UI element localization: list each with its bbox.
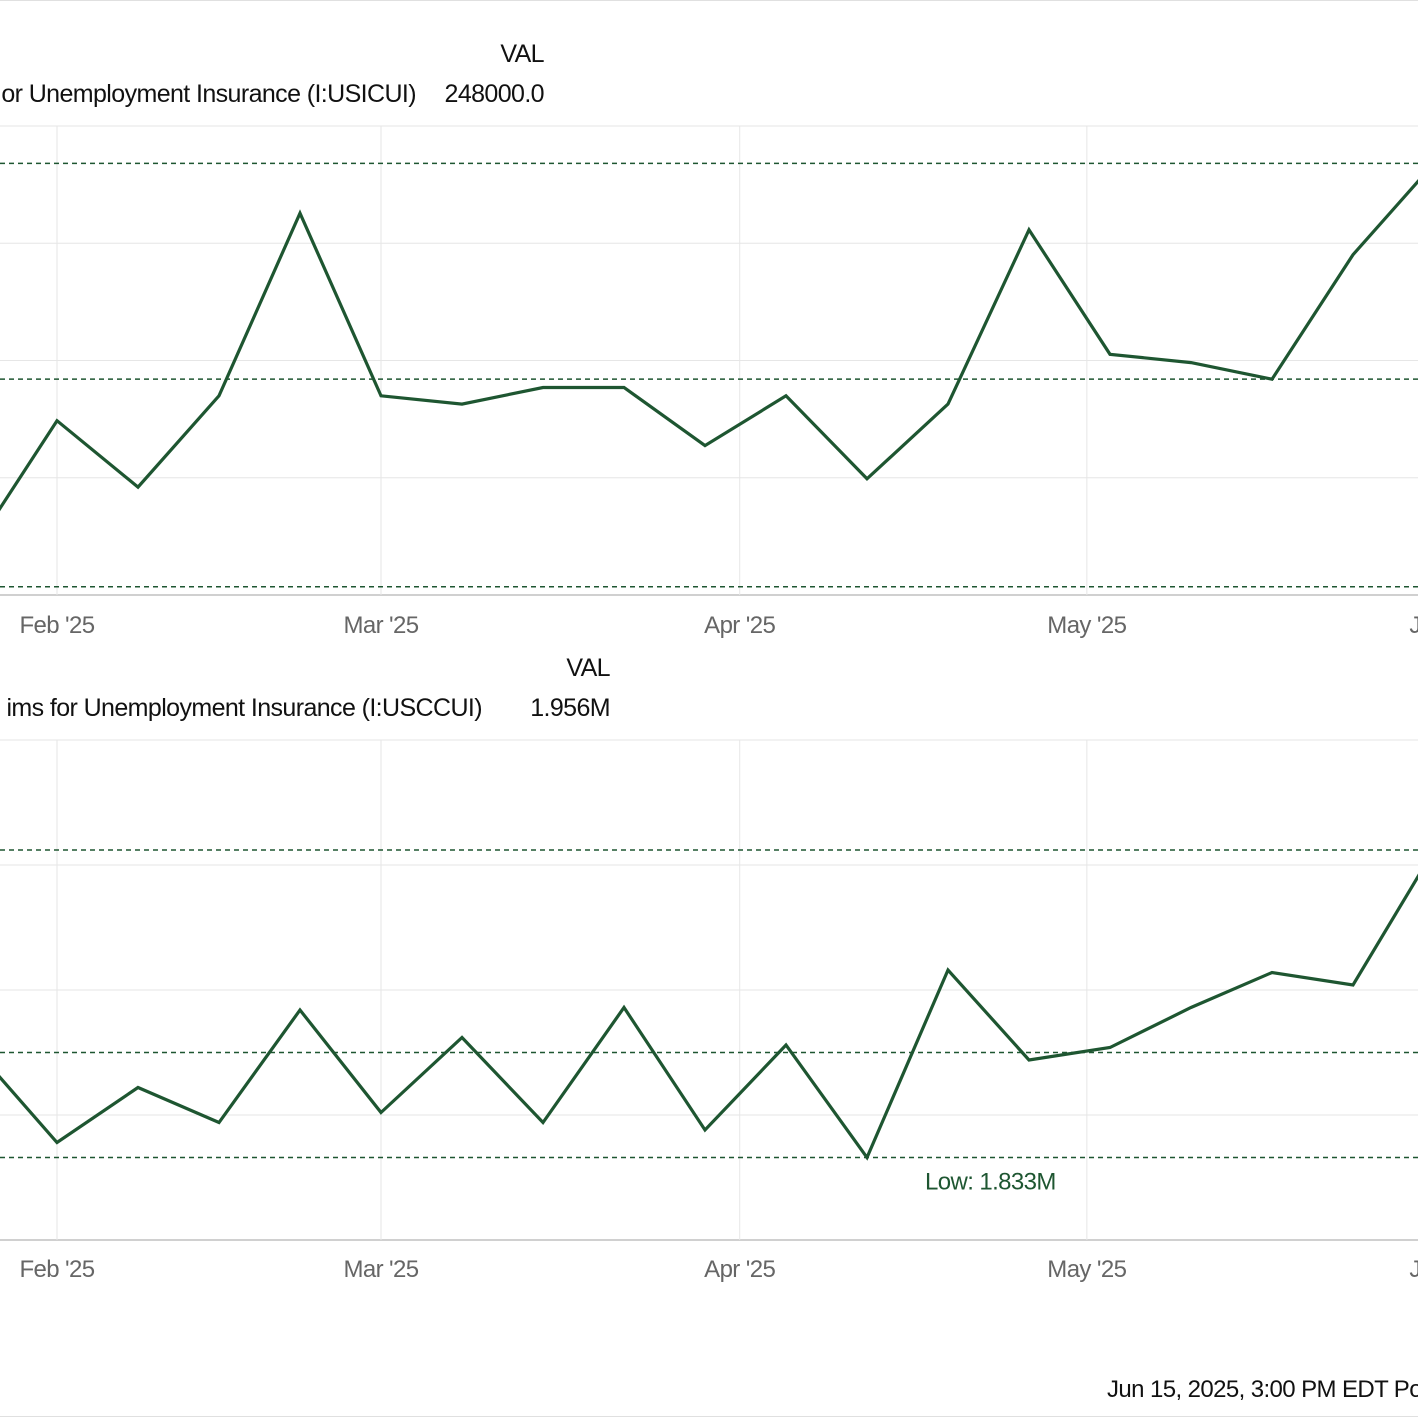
x-tick-label: Feb '25 xyxy=(19,1256,94,1283)
header-column-label: VAL xyxy=(566,654,610,682)
series-value: 248000.0 xyxy=(445,80,544,108)
series-line xyxy=(0,873,1418,1161)
footer-timestamp: Jun 15, 2025, 3:00 PM EDT Pow xyxy=(1107,1376,1418,1403)
x-tick-label: Jun '25 xyxy=(1409,1256,1418,1283)
series-value: 1.956M xyxy=(530,694,610,722)
x-tick-label: Apr '25 xyxy=(704,1256,775,1283)
x-tick-label: Feb '25 xyxy=(19,612,94,639)
low-annotation: Low: 1.833M xyxy=(925,1169,1056,1196)
x-tick-label: May '25 xyxy=(1047,612,1126,639)
continuing-claims-panel: VAL ims for Unemployment Insurance (I:US… xyxy=(0,654,1418,1283)
header-column-label: VAL xyxy=(500,40,544,68)
series-name: ims for Unemployment Insurance (I:USCCUI… xyxy=(6,694,482,722)
x-tick-label: Apr '25 xyxy=(704,612,775,639)
x-tick-label: May '25 xyxy=(1047,1256,1126,1283)
x-tick-label: Jun '25 xyxy=(1409,612,1418,639)
initial-claims-panel: VAL or Unemployment Insurance (I:USICUI)… xyxy=(0,40,1418,639)
series-name: or Unemployment Insurance (I:USICUI) xyxy=(1,80,416,108)
x-tick-label: Mar '25 xyxy=(343,1256,418,1283)
series-line xyxy=(0,179,1418,512)
x-tick-label: Mar '25 xyxy=(343,612,418,639)
